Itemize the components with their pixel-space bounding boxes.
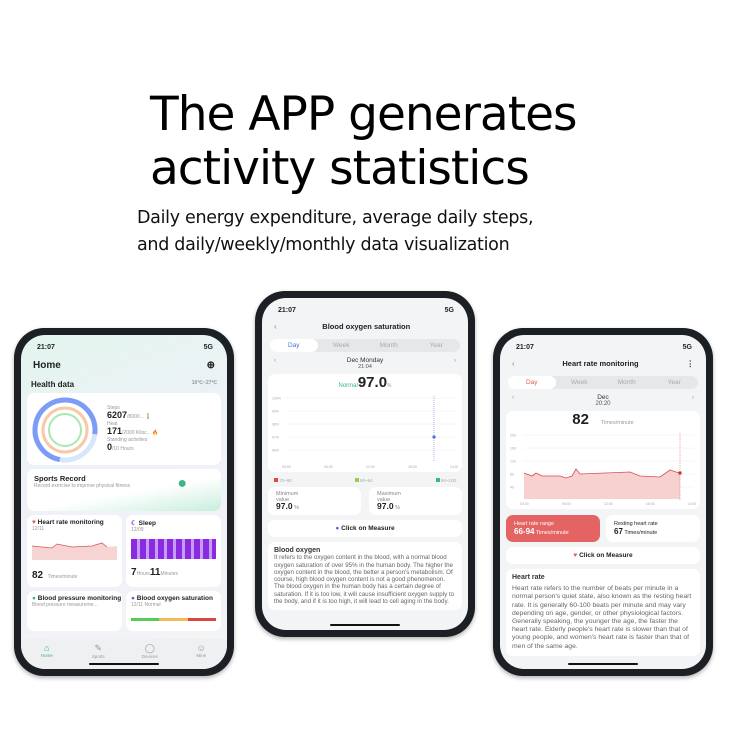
x-tick-label: 00:00 — [520, 502, 529, 506]
activity-card[interactable]: Steps 6207/8000... 🚶 Heat 171/2000 Kiloc..… — [27, 393, 221, 465]
y-tick-label: 99% — [272, 410, 279, 414]
tab-day[interactable]: Day — [270, 339, 318, 352]
phone-heart: 21:07 5G ‹ Heart rate monitoring ⋮ Day Week M… — [493, 328, 713, 676]
status-bar: 21:07 5G — [37, 344, 213, 351]
x-tick-label: 24:00 — [688, 502, 696, 506]
y-tick-label: 98% — [272, 423, 279, 427]
measure-button[interactable]: ● Click on Measure — [268, 520, 462, 537]
period-tabs: Day Week Month Year — [270, 339, 460, 352]
fire-icon: 🔥 — [152, 430, 159, 436]
y-tick-label: 100% — [272, 397, 281, 401]
moon-icon: ☾ — [131, 520, 137, 527]
y-tick-label: 97% — [272, 436, 279, 440]
oxygen-info: Blood oxygen It refers to the oxygen cont… — [268, 542, 462, 611]
y-tick-label: 96% — [272, 449, 279, 453]
heart-mini-chart — [31, 542, 117, 560]
prev-day[interactable]: ‹ — [274, 357, 277, 364]
tab-month[interactable]: Month — [379, 342, 398, 349]
min-value-card: Minimum value 97.0 % — [268, 487, 361, 515]
oxygen-scale — [131, 618, 216, 621]
heart-screen: 21:07 5G ‹ Heart rate monitoring ⋮ Day Week M… — [500, 335, 706, 669]
x-tick-label: 00:00 — [282, 465, 291, 469]
data-point — [432, 435, 436, 439]
oxygen-chart-card: Normal97.0% 100% 99% 98% 97% 96% 00:00 06:00 12… — [268, 374, 462, 472]
tab-home[interactable]: ⌂ Home — [40, 643, 53, 658]
tab-sports[interactable]: ✎ Sports — [91, 643, 105, 659]
heart-chart-card: 82 Times/minute 200 160 120 80 40 00:00 06:00 12… — [506, 411, 700, 509]
tab-year[interactable]: Year — [429, 342, 443, 349]
tab-week[interactable]: Week — [333, 342, 350, 349]
data-point — [678, 471, 682, 475]
x-tick-label: 12:00 — [366, 465, 375, 469]
y-tick-label: 40 — [510, 486, 514, 490]
activity-rings — [32, 397, 98, 463]
sports-record-card[interactable]: Sports Record Record exercise to improve… — [27, 469, 221, 511]
y-tick-label: 120 — [510, 460, 516, 464]
phone-oxygen: 21:07 5G ‹ Blood oxygen saturation Day Week… — [255, 291, 475, 637]
home-indicator — [89, 662, 159, 665]
phone-home: 21:07 5G Home ⊕ Health data 16℃~27℃ Steps 62… — [14, 328, 234, 676]
heart-line — [523, 468, 681, 479]
more-icon[interactable]: ⋮ — [686, 359, 694, 368]
headline: The APP generates activity statistics — [150, 87, 578, 196]
x-tick-label: 12:00 — [604, 502, 613, 506]
oxygen-legend: 70~90 90~94 94~100 — [262, 472, 468, 483]
max-value-card: Maximum value 97.0 % — [369, 487, 462, 515]
page-title: Home — [33, 360, 61, 371]
oxygen-icon: ● — [335, 525, 340, 532]
subheadline: Daily energy expenditure, average daily … — [137, 208, 534, 255]
add-icon[interactable]: ⊕ — [206, 360, 215, 371]
back-icon[interactable]: ‹ — [274, 322, 277, 331]
x-tick-label: 06:00 — [324, 465, 333, 469]
prev-day[interactable]: ‹ — [512, 394, 515, 401]
tab-week[interactable]: Week — [571, 379, 588, 386]
measure-button[interactable]: ♥ Click on Measure — [506, 547, 700, 564]
blood-pressure-card[interactable]: ● Blood pressure monitoring Blood pressu… — [27, 591, 122, 631]
y-tick-label: 200 — [510, 434, 516, 438]
next-day[interactable]: › — [691, 394, 694, 401]
heart-area — [524, 469, 680, 499]
heart-rate-card[interactable]: ♥ Heart rate monitoring 12/11 82 Times/m… — [27, 515, 122, 587]
x-tick-label: 18:00 — [408, 465, 417, 469]
tab-devices[interactable]: ◯ Devices — [141, 643, 158, 659]
resting-heart-card: Resting heart rate 67 Times/minute — [606, 515, 700, 542]
period-tabs: Day Week Month Year — [508, 376, 698, 389]
tab-year[interactable]: Year — [667, 379, 681, 386]
x-tick-label: 24:00 — [450, 465, 458, 469]
blood-oxygen-card[interactable]: ● Blood oxygen saturation 12/11 Normal — [126, 591, 221, 631]
oxygen-chart: 100% 99% 98% 97% 96% 00:00 06:00 12:00 18:00 24:0… — [272, 396, 459, 469]
next-day[interactable]: › — [453, 357, 456, 364]
y-tick-label: 80 — [510, 473, 514, 477]
heart-chart: 200 160 120 80 40 00:00 06:00 12:00 18:00 24:00 — [510, 433, 697, 506]
y-tick-label: 160 — [510, 447, 516, 451]
home-screen: 21:07 5G Home ⊕ Health data 16℃~27℃ Steps 62… — [21, 335, 227, 669]
sleep-card[interactable]: ☾ Sleep 12/09 7Hours11Minutes — [126, 515, 221, 587]
x-tick-label: 18:00 — [646, 502, 655, 506]
tab-month[interactable]: Month — [617, 379, 636, 386]
tab-mine[interactable]: ☺ Mine — [196, 643, 207, 658]
location-pin-icon: ● — [177, 475, 187, 492]
heart-range-card: Heart rate range 66-94 Times/minute — [506, 515, 600, 542]
heart-icon: ♥ — [573, 552, 578, 559]
sleep-chart — [131, 539, 216, 559]
x-tick-label: 06:00 — [562, 502, 571, 506]
weather: 16℃~27℃ — [191, 380, 217, 386]
heart-info: Heart rate Heart rate refers to the numbe… — [506, 569, 700, 656]
tab-day[interactable]: Day — [508, 376, 556, 389]
heart-icon: ♥ — [32, 519, 36, 526]
walk-icon: 🚶 — [145, 414, 152, 420]
back-icon[interactable]: ‹ — [512, 359, 515, 368]
oxygen-screen: 21:07 5G ‹ Blood oxygen saturation Day Week… — [262, 298, 468, 630]
